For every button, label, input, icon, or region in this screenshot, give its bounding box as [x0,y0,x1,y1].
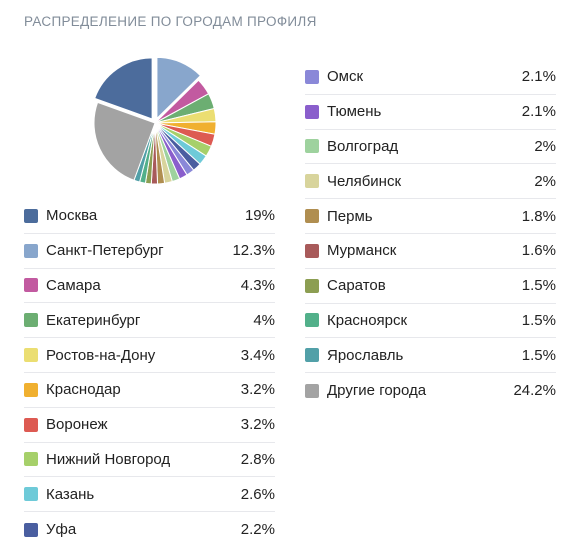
legend-swatch [24,417,38,432]
legend-label: Краснодар [46,381,121,399]
legend-label: Тюмень [327,103,382,121]
pie-slice [156,58,201,119]
legend-swatch [305,174,319,189]
legend-swatch [305,348,319,363]
legend-swatch [24,382,38,397]
legend-swatch [24,243,38,258]
legend-label: Ростов-на-Дону [46,346,156,364]
legend-value: 2.6% [240,485,275,503]
legend-item: Красноярск 1.5% [305,304,556,339]
legend-item: Воронеж 3.2% [24,408,275,443]
legend-item: Тюмень 2.1% [305,95,556,130]
legend-swatch [305,139,319,154]
legend-value: 2.1% [521,68,556,86]
legend-swatch [24,313,38,328]
legend-value: 2% [534,137,556,155]
legend-item: Другие города 24.2% [305,373,556,408]
legend-value: 2.8% [240,450,275,468]
legend-value: 1.5% [521,346,556,364]
legend-item: Екатеринбург 4% [24,303,275,339]
legend-item: Ростов-на-Дону 3.4% [24,338,275,373]
legend-swatch [305,209,319,224]
legend-value: 12.3% [232,242,275,260]
legend-swatch [24,278,38,293]
legend-label: Москва [46,207,98,225]
legend-item: Уфа 2.2% [24,512,275,547]
legend-label: Другие города [327,382,427,400]
legend-label: Челябинск [327,172,402,190]
legend-label: Самара [46,276,101,294]
legend-swatch [24,452,38,467]
legend-label: Уфа [46,521,77,539]
legend-swatch [24,348,38,363]
legend-value: 1.5% [521,311,556,329]
legend-value: 3.2% [240,416,275,434]
legend-label: Пермь [327,207,373,225]
legend-item: Москва 19% [24,199,275,234]
legend-item: Мурманск 1.6% [305,234,556,269]
legend-item: Самара 4.3% [24,269,275,304]
legend-label: Санкт-Петербург [46,242,164,260]
legend-value: 19% [244,207,275,225]
legend-value: 24.2% [513,382,556,400]
legend-label: Екатеринбург [46,311,141,329]
legend-item: Пермь 1.8% [305,199,556,234]
legend-label: Воронеж [46,416,108,434]
chart-title: РАСПРЕДЕЛЕНИЕ ПО ГОРОДАМ ПРОФИЛЯ [24,14,317,29]
legend-value: 4.3% [240,276,275,294]
legend-label: Волгоград [327,137,399,155]
legend-item: Челябинск 2% [305,164,556,200]
pie-chart-svg [93,58,217,185]
legend-label: Казань [46,485,95,503]
legend-swatch [24,487,38,502]
legend-swatch [24,522,38,537]
legend-item: Омск 2.1% [305,60,556,95]
legend-value: 2.1% [521,103,556,121]
legend-value: 1.8% [521,207,556,225]
legend-label: Омск [327,68,364,86]
legend-swatch [24,208,38,223]
legend-item: Волгоград 2% [305,130,556,165]
pie-slice [93,101,156,181]
legend-item: Нижний Новгород 2.8% [24,443,275,478]
legend-swatch [305,104,319,119]
legend-label: Саратов [327,277,386,295]
legend-label: Мурманск [327,242,397,260]
legend-value: 1.5% [521,277,556,295]
legend-right-column: Омск 2.1% Тюмень 2.1% Волгоград 2% Челябинск 2%… [305,60,556,408]
legend-item: Ярославль 1.5% [305,338,556,374]
legend-swatch [305,278,319,293]
legend-item: Краснодар 3.2% [24,373,275,408]
legend-swatch [305,243,319,258]
legend-value: 3.4% [240,346,275,364]
legend-item: Санкт-Петербург 12.3% [24,234,275,269]
legend-label: Ярославль [327,346,404,364]
legend-item: Казань 2.6% [24,477,275,513]
legend-value: 1.6% [521,242,556,260]
legend-left-column: Москва 19% Санкт-Петербург 12.3% Самара 4.3% Е… [24,199,275,547]
legend-item: Саратов 1.5% [305,269,556,304]
legend-value: 3.2% [240,381,275,399]
legend-value: 2.2% [240,521,275,539]
pie-chart [90,58,220,188]
pie-slice [94,58,153,120]
legend-value: 4% [253,311,275,329]
legend-label: Нижний Новгород [46,450,171,468]
legend-swatch [305,313,319,328]
legend-swatch [305,383,319,398]
legend-value: 2% [534,172,556,190]
legend-label: Красноярск [327,311,408,329]
legend-swatch [305,69,319,84]
